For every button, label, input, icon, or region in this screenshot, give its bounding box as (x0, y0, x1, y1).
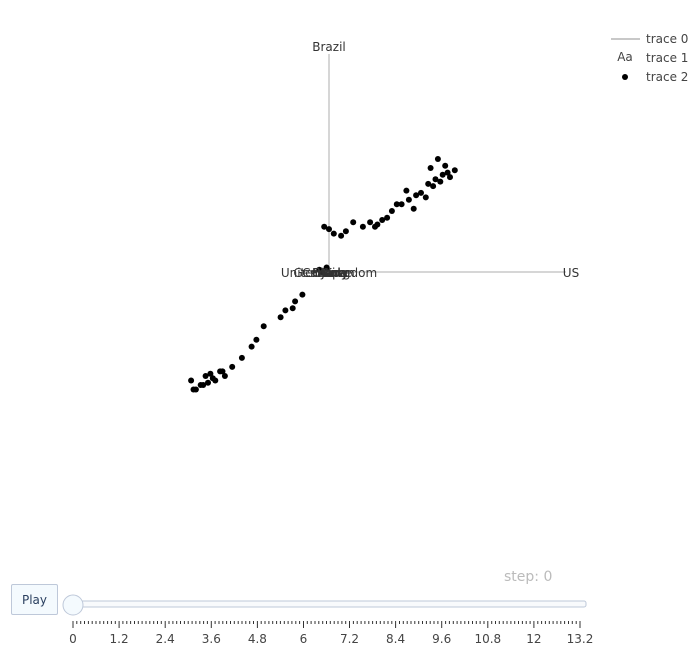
data-point (338, 232, 345, 239)
legend-dot-icon (622, 74, 628, 80)
axis-label-center: Germany (293, 266, 348, 280)
data-point (248, 343, 255, 350)
legend-item-trace-0[interactable]: trace 0 (611, 32, 688, 46)
slider-tick-label: 2.4 (156, 632, 175, 646)
data-point (442, 162, 449, 169)
data-point (432, 176, 439, 183)
data-point (260, 323, 267, 330)
slider-tick-label: 7.2 (340, 632, 359, 646)
data-point (405, 196, 412, 203)
data-point (299, 291, 306, 298)
data-point (388, 208, 395, 214)
data-point (422, 194, 429, 201)
axis-label-left: United Kingdom (281, 266, 377, 280)
data-point (451, 167, 458, 174)
legend-label: trace 1 (646, 51, 688, 65)
axis-label-top: Brazil (312, 40, 346, 54)
axis-label-center: Italy (322, 266, 348, 280)
data-point (427, 165, 434, 171)
legend-label: trace 0 (646, 32, 688, 46)
slider-rail[interactable] (72, 600, 587, 608)
data-point (326, 226, 332, 233)
legend: trace 0 Aa trace 1 trace 2 (611, 32, 688, 84)
data-point (410, 205, 417, 212)
data-point (447, 174, 453, 181)
data-point (253, 336, 260, 343)
data-point (277, 314, 284, 321)
slider-tick-label: 0 (69, 632, 77, 646)
data-point (434, 156, 441, 162)
axis-labels-group: Brazil US United Kingdom (281, 40, 579, 280)
data-point (379, 217, 386, 223)
legend-item-trace-1[interactable]: Aa trace 1 (617, 50, 688, 65)
data-point (289, 305, 296, 312)
data-point (367, 219, 374, 226)
slider-tick-label: 4.8 (248, 632, 267, 646)
data-point (384, 214, 391, 221)
data-point (190, 386, 197, 393)
data-point (207, 370, 214, 377)
data-point (212, 377, 219, 384)
data-point (403, 187, 410, 194)
data-point (197, 382, 204, 388)
animation-slider[interactable]: 0 1.2 2.4 3.6 4.8 6 7.2 8.4 9.6 10.8 12 13.2 (62, 594, 593, 646)
axis-label-center: Japan (320, 266, 354, 280)
data-point (221, 373, 228, 379)
data-point (188, 377, 195, 384)
step-label: step: 0 (504, 569, 553, 585)
data-point (229, 363, 236, 370)
data-point (342, 228, 349, 235)
data-point (238, 354, 245, 361)
axis-label-center: Canada (302, 266, 348, 280)
data-point (430, 183, 437, 190)
slider-tick-label: 1.2 (110, 632, 129, 646)
play-button[interactable]: Play (11, 584, 58, 615)
data-point (425, 180, 432, 187)
legend-item-trace-2[interactable]: trace 2 (622, 70, 688, 84)
markers-group (188, 156, 458, 393)
data-point (202, 373, 209, 379)
slider-tick-label: 13.2 (567, 632, 594, 646)
slider-tick-label: 12 (526, 632, 541, 646)
slider-tick-label: 8.4 (386, 632, 405, 646)
legend-label: trace 2 (646, 70, 688, 84)
slider-grip[interactable] (62, 594, 84, 616)
slider-tick-label: 3.6 (202, 632, 221, 646)
axes-group (328, 54, 566, 273)
data-point (398, 201, 405, 208)
slider-tick-label: 9.6 (432, 632, 451, 646)
data-point (413, 192, 420, 199)
data-point (437, 178, 444, 185)
axis-label-center: China (312, 266, 346, 280)
axis-label-center: France (312, 266, 352, 280)
slider-tick-label: 6 (300, 632, 308, 646)
data-point (439, 171, 446, 178)
legend-text-icon: Aa (617, 50, 633, 64)
data-point (219, 368, 226, 375)
data-point (330, 230, 337, 237)
data-point (323, 264, 330, 271)
slider-tick-labels: 0 1.2 2.4 3.6 4.8 6 7.2 8.4 9.6 10.8 12 13.2 (69, 632, 593, 646)
data-point (359, 223, 366, 230)
axis-label-right: US (563, 266, 579, 280)
data-point (282, 307, 289, 314)
slider-ticks (72, 621, 581, 628)
data-point (316, 266, 323, 273)
data-point (205, 379, 211, 386)
data-point (321, 223, 328, 230)
slider-tick-label: 10.8 (474, 632, 501, 646)
data-point (444, 169, 451, 176)
data-point (292, 298, 299, 305)
data-point (372, 223, 378, 230)
data-point (350, 219, 357, 226)
data-point (418, 189, 424, 196)
data-point (393, 201, 400, 208)
